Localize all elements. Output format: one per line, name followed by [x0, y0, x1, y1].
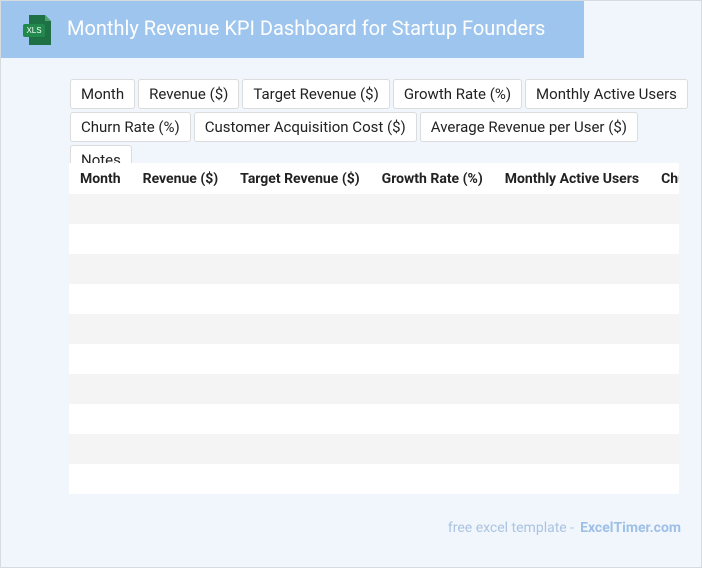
table-cell [131, 344, 230, 374]
table-cell [493, 404, 651, 434]
table-row [69, 404, 679, 434]
table-cell [370, 434, 494, 464]
column-chip[interactable]: Growth Rate (%) [392, 79, 523, 109]
table-cell [131, 404, 230, 434]
table-cell [69, 284, 132, 314]
table-cell [370, 344, 494, 374]
table-cell [650, 284, 679, 314]
column-chip[interactable]: Churn Rate (%) [70, 112, 191, 142]
table-cell [229, 284, 371, 314]
column-header: Growth Rate (%) [370, 163, 494, 194]
column-chip[interactable]: Target Revenue ($) [242, 79, 390, 109]
table-row [69, 434, 679, 464]
table-cell [229, 434, 371, 464]
table-row [69, 254, 679, 284]
table-row [69, 194, 679, 224]
footer: free excel template - ExcelTimer.com [448, 520, 681, 536]
table-cell [650, 224, 679, 254]
table-row [69, 464, 679, 494]
table-cell [493, 254, 651, 284]
column-chip[interactable]: Revenue ($) [138, 79, 240, 109]
table-cell [370, 194, 494, 224]
table-cell [69, 434, 132, 464]
column-header: Month [69, 163, 132, 194]
table-cell [229, 194, 371, 224]
table-cell [370, 224, 494, 254]
table-cell [131, 314, 230, 344]
footer-text: free excel template - [447, 520, 575, 536]
table-cell [131, 464, 230, 494]
table-cell [131, 194, 230, 224]
page-title: Monthly Revenue KPI Dashboard for Startu… [67, 16, 546, 40]
table-cell [370, 374, 494, 404]
table-cell [69, 404, 132, 434]
table-cell [131, 434, 230, 464]
column-header: Revenue ($) [131, 163, 230, 194]
column-header: Churn Rate (%) [650, 163, 679, 194]
header-row: Month Revenue ($) Target Revenue ($) Growth… [69, 163, 679, 194]
table-row [69, 374, 679, 404]
table-cell [650, 434, 679, 464]
table-cell [493, 284, 651, 314]
column-chip[interactable]: Average Revenue per User ($) [419, 112, 639, 142]
column-header: Target Revenue ($) [229, 163, 371, 194]
icon-label: XLS [26, 26, 41, 35]
table-cell [69, 194, 132, 224]
table-cell [650, 314, 679, 344]
table-cell [69, 344, 132, 374]
table-cell [370, 254, 494, 284]
table-cell [493, 314, 651, 344]
table-row [69, 344, 679, 374]
table-cell [650, 254, 679, 284]
table-cell [370, 284, 494, 314]
column-header: Monthly Active Users [493, 163, 651, 194]
table-cell [131, 374, 230, 404]
table-cell [493, 344, 651, 374]
column-chips: Month Revenue ($) Target Revenue ($) Growth… [70, 79, 701, 175]
table-cell [69, 254, 132, 284]
table-cell [650, 404, 679, 434]
table-cell [493, 224, 651, 254]
header-bar: XLS Monthly Revenue KPI Dashboard for St… [1, 1, 584, 58]
table-cell [69, 314, 132, 344]
table-cell [370, 314, 494, 344]
table-cell [229, 224, 371, 254]
table-cell [131, 224, 230, 254]
table-cell [229, 254, 371, 284]
table-cell [650, 464, 679, 494]
footer-link[interactable]: ExcelTimer.com [580, 520, 681, 536]
table-cell [493, 464, 651, 494]
table-cell [69, 374, 132, 404]
table-cell [229, 344, 371, 374]
table-container: Month Revenue ($) Target Revenue ($) Growth… [69, 163, 679, 494]
column-chip[interactable]: Month [70, 79, 136, 109]
table-cell [69, 224, 132, 254]
table-cell [370, 464, 494, 494]
column-chip[interactable]: Monthly Active Users [525, 79, 688, 109]
table-cell [650, 374, 679, 404]
table-cell [650, 344, 679, 374]
table-cell [229, 404, 371, 434]
table-row [69, 284, 679, 314]
table-row [69, 224, 679, 254]
table-cell [131, 254, 230, 284]
column-chip[interactable]: Customer Acquisition Cost ($) [193, 112, 417, 142]
table-cell [229, 374, 371, 404]
table-cell [650, 194, 679, 224]
table-cell [493, 434, 651, 464]
table-cell [69, 464, 132, 494]
table-cell [131, 284, 230, 314]
table-cell [229, 464, 371, 494]
table-cell [493, 194, 651, 224]
table-cell [493, 374, 651, 404]
table-cell [229, 314, 371, 344]
table-cell [370, 404, 494, 434]
table-row [69, 314, 679, 344]
xls-icon: XLS [23, 15, 51, 45]
data-table: Month Revenue ($) Target Revenue ($) Growth… [69, 163, 679, 494]
